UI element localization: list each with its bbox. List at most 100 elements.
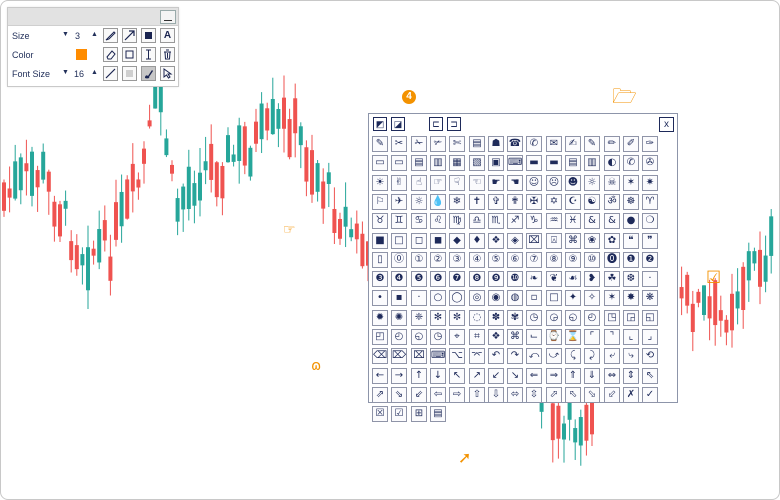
glyph-cell[interactable]: ♑ xyxy=(526,213,542,229)
bracket-right-icon[interactable]: ⊐ xyxy=(447,117,461,131)
glyph-cell[interactable]: ♦ xyxy=(469,233,485,249)
glyph-cell[interactable]: ♉ xyxy=(372,213,388,229)
glyph-cell[interactable]: ▭ xyxy=(372,155,388,171)
glyph-cell[interactable]: ⌤ xyxy=(469,348,485,364)
glyph-cell[interactable]: ♐ xyxy=(507,213,523,229)
glyph-cell[interactable]: □ xyxy=(391,233,407,249)
collapse-icon[interactable]: ◩ xyxy=(373,117,387,131)
glyph-cell[interactable]: ☼ xyxy=(584,175,600,191)
glyph-cell[interactable]: ◉ xyxy=(488,290,504,306)
glyph-cell[interactable]: ❈ xyxy=(411,310,427,326)
glyph-cell[interactable]: ◆ xyxy=(449,233,465,249)
glyph-cell[interactable]: ♋ xyxy=(411,213,427,229)
glyph-cell[interactable]: ◎ xyxy=(469,290,485,306)
glyph-cell[interactable]: ✶ xyxy=(604,290,620,306)
glyph-cell[interactable]: ◌ xyxy=(469,310,485,326)
glyph-cell[interactable]: ✏ xyxy=(604,136,620,152)
glyph-cell[interactable]: ☚ xyxy=(507,175,523,191)
glyph-cell[interactable]: ◰ xyxy=(372,329,388,345)
trash-icon[interactable] xyxy=(160,47,175,62)
glyph-cell[interactable]: ⤺ xyxy=(526,348,542,364)
glyph-cell[interactable]: ✂ xyxy=(391,136,407,152)
glyph-cell[interactable]: ⌚ xyxy=(546,329,562,345)
glyph-cell[interactable]: ① xyxy=(411,252,427,268)
glyph-cell[interactable]: ⇦ xyxy=(430,387,446,403)
glyph-cell[interactable]: ❖ xyxy=(488,233,504,249)
glyph-cell[interactable]: ↖ xyxy=(449,368,465,384)
glyph-cell[interactable]: ⇓ xyxy=(584,368,600,384)
color-swatch[interactable] xyxy=(76,49,87,60)
glyph-cell[interactable]: ✉ xyxy=(546,136,562,152)
glyph-cell[interactable]: ⬄ xyxy=(507,387,523,403)
glyph-cell[interactable]: ⇧ xyxy=(469,387,485,403)
glyph-cell[interactable]: ❾ xyxy=(488,271,504,287)
glyph-cell[interactable]: ◍ xyxy=(507,290,523,306)
glyph-cell[interactable]: ☑ xyxy=(391,406,407,422)
glyph-cell[interactable]: ◱ xyxy=(642,310,658,326)
glyph-cell[interactable]: ⌨ xyxy=(507,155,523,171)
expand-icon[interactable]: ◪ xyxy=(391,117,405,131)
glyph-cell[interactable]: ❦ xyxy=(546,271,562,287)
text-tool-icon[interactable]: A xyxy=(160,28,175,43)
glyph-cell[interactable]: ♈ xyxy=(642,194,658,210)
glyph-cell[interactable]: ⌥ xyxy=(449,348,465,364)
glyph-cell[interactable]: ✄ xyxy=(449,136,465,152)
size-increase-icon[interactable]: ▲ xyxy=(91,31,98,38)
glyph-cell[interactable]: ⚐ xyxy=(372,194,388,210)
eraser-icon[interactable] xyxy=(103,47,118,62)
glyph-cell[interactable]: ⟲ xyxy=(642,348,658,364)
glyph-cell[interactable]: ⬃ xyxy=(604,387,620,403)
glyph-cell[interactable]: ✆ xyxy=(623,155,639,171)
glyph-cell[interactable]: ⑩ xyxy=(584,252,600,268)
glyph-cell[interactable]: ⤷ xyxy=(623,348,639,364)
glyph-cell[interactable]: & xyxy=(584,213,600,229)
glyph-cell[interactable]: ⌫ xyxy=(372,348,388,364)
font-size-increase-icon[interactable]: ▲ xyxy=(91,69,98,76)
glyph-cell[interactable]: ◲ xyxy=(623,310,639,326)
glyph-cell[interactable]: ▫ xyxy=(526,290,542,306)
glyph-cell[interactable]: ❻ xyxy=(430,271,446,287)
glyph-cell[interactable]: ⇒ xyxy=(546,368,562,384)
glyph-cell[interactable]: ✗ xyxy=(623,387,639,403)
glyph-cell[interactable]: ⌛ xyxy=(565,329,581,345)
glyph-cell[interactable]: ⇔ xyxy=(604,368,620,384)
glyph-cell[interactable]: ▤ xyxy=(469,136,485,152)
glyph-cell[interactable]: ✧ xyxy=(584,290,600,306)
glyph-cell[interactable]: ▯ xyxy=(372,252,388,268)
glyph-cell[interactable]: ◯ xyxy=(449,290,465,306)
glyph-cell[interactable]: ✞ xyxy=(488,194,504,210)
glyph-cell[interactable]: ⬁ xyxy=(565,387,581,403)
glyph-cell[interactable]: ⓪ xyxy=(391,252,407,268)
glyph-cell[interactable]: ③ xyxy=(449,252,465,268)
arrow-icon[interactable] xyxy=(122,28,137,43)
glyph-cell[interactable]: ❼ xyxy=(449,271,465,287)
glyph-cell[interactable]: ☺ xyxy=(526,175,542,191)
glyph-cell[interactable]: ✷ xyxy=(642,175,658,191)
glyph-cell[interactable]: ⑤ xyxy=(488,252,504,268)
glyph-cell[interactable]: → xyxy=(391,368,407,384)
pencil-icon[interactable] xyxy=(103,28,118,43)
glyph-cell[interactable]: ✶ xyxy=(623,175,639,191)
glyph-cell[interactable]: ④ xyxy=(469,252,485,268)
size-decrease-icon[interactable]: ▼ xyxy=(62,31,69,38)
glyph-cell[interactable]: ✾ xyxy=(507,310,523,326)
glyph-cell[interactable]: ❺ xyxy=(411,271,427,287)
open-folder-icon[interactable]: 🗁 xyxy=(612,84,637,108)
glyph-cell[interactable]: ⌗ xyxy=(469,329,485,345)
glyph-cell[interactable]: ← xyxy=(372,368,388,384)
glyph-cell[interactable]: ⑥ xyxy=(507,252,523,268)
glyph-cell[interactable]: ☒ xyxy=(372,406,388,422)
glyph-cell[interactable]: ✌ xyxy=(391,175,407,191)
glyph-cell[interactable]: ⇑ xyxy=(565,368,581,384)
glyph-cell[interactable]: ■ xyxy=(372,233,388,249)
glyph-cell[interactable]: ✍ xyxy=(565,136,581,152)
glyph-cell[interactable]: ❍ xyxy=(642,213,658,229)
glyph-cell[interactable]: ✟ xyxy=(507,194,523,210)
glyph-cell[interactable]: ▬ xyxy=(546,155,562,171)
glyph-cell[interactable]: ☟ xyxy=(449,175,465,191)
checkbox-icon[interactable]: ☑ xyxy=(706,268,722,288)
glyph-cell[interactable]: ⌝ xyxy=(604,329,620,345)
glyph-cell[interactable]: ❷ xyxy=(642,252,658,268)
glyph-cell[interactable]: ☜ xyxy=(469,175,485,191)
glyph-cell[interactable]: ❋ xyxy=(642,290,658,306)
